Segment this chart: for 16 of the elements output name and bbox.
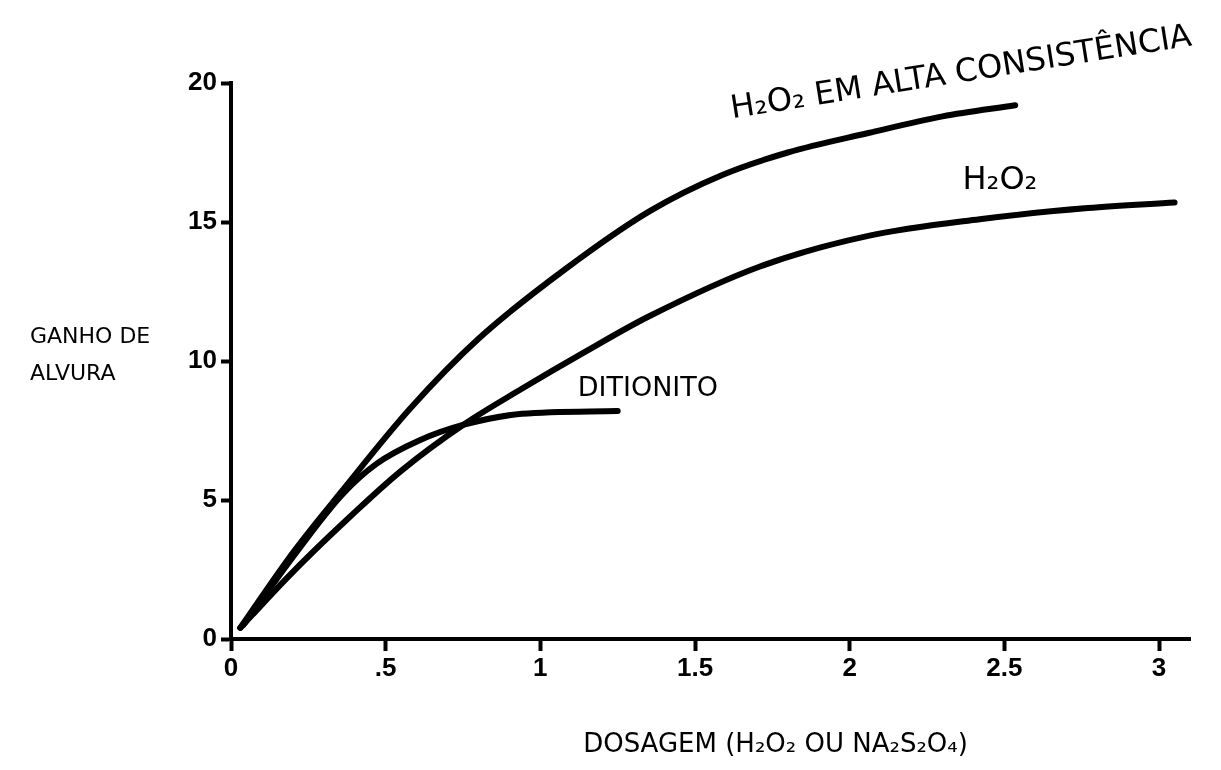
series-label: DITIONITO: [577, 371, 719, 403]
x-tick-label: 1.5: [676, 651, 714, 682]
series-label: H₂O₂: [962, 158, 1038, 197]
x-tick-label: .5: [374, 651, 397, 682]
y-tick-label: 10: [188, 344, 217, 375]
x-tick-label: 2.5: [986, 651, 1023, 682]
y-axis-title: GANHO DE ALVURA: [30, 323, 151, 385]
x-axis-title: DOSAGEM (H₂O₂ OU NA₂S₂O₄): [583, 728, 968, 758]
x-tick-label: 2: [842, 651, 857, 682]
x-tick-label: 3: [1151, 651, 1167, 682]
y-tick-label: 15: [188, 205, 217, 236]
x-tick-label: 1: [533, 651, 548, 682]
x-tick-label: 0: [223, 651, 239, 682]
y-tick-label: 20: [188, 66, 217, 97]
y-tick-label: 5: [202, 483, 217, 514]
y-tick-label: 0: [202, 622, 217, 653]
